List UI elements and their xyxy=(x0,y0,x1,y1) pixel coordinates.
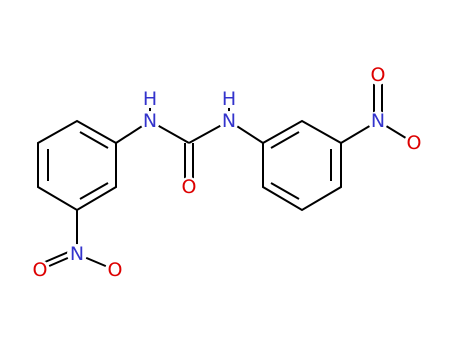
atom-label: O xyxy=(182,176,197,198)
atom-label: N xyxy=(70,243,84,265)
atom-label: N xyxy=(371,110,385,132)
atom-label: O xyxy=(108,259,123,281)
atom-masks xyxy=(30,65,424,280)
atom-label: H xyxy=(143,88,157,110)
atom-label: N xyxy=(143,110,157,132)
atom-labels: H N H N O N O O N O O xyxy=(33,64,422,281)
atom-label: H xyxy=(222,88,236,110)
atom-label: O xyxy=(33,259,48,281)
atom-label: O xyxy=(371,64,386,86)
atom-label: N xyxy=(222,110,236,132)
atom-label: O xyxy=(407,132,422,154)
